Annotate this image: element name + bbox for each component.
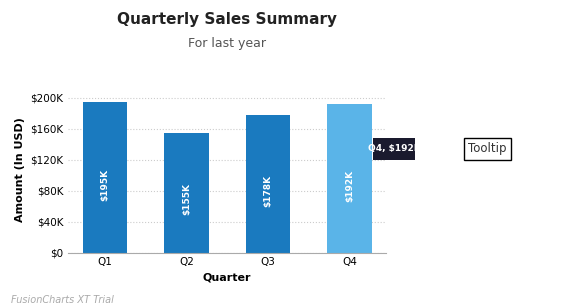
- Text: $195K: $195K: [101, 168, 110, 201]
- Bar: [164, 133, 209, 253]
- Text: Q4, $192K: Q4, $192K: [368, 144, 420, 153]
- Bar: [327, 104, 372, 253]
- FancyBboxPatch shape: [373, 138, 415, 160]
- X-axis label: Quarter: Quarter: [203, 273, 252, 283]
- Text: FusionCharts XT Trial: FusionCharts XT Trial: [11, 295, 114, 305]
- Text: Quarterly Sales Summary: Quarterly Sales Summary: [117, 12, 337, 27]
- Text: Tooltip: Tooltip: [468, 142, 507, 156]
- Text: For last year: For last year: [188, 37, 266, 50]
- Text: $192K: $192K: [345, 170, 354, 202]
- Text: $155K: $155K: [182, 183, 191, 215]
- Bar: [245, 115, 290, 253]
- Text: $178K: $178K: [264, 175, 273, 207]
- Bar: [82, 102, 127, 253]
- Y-axis label: Amount (In USD): Amount (In USD): [15, 117, 24, 222]
